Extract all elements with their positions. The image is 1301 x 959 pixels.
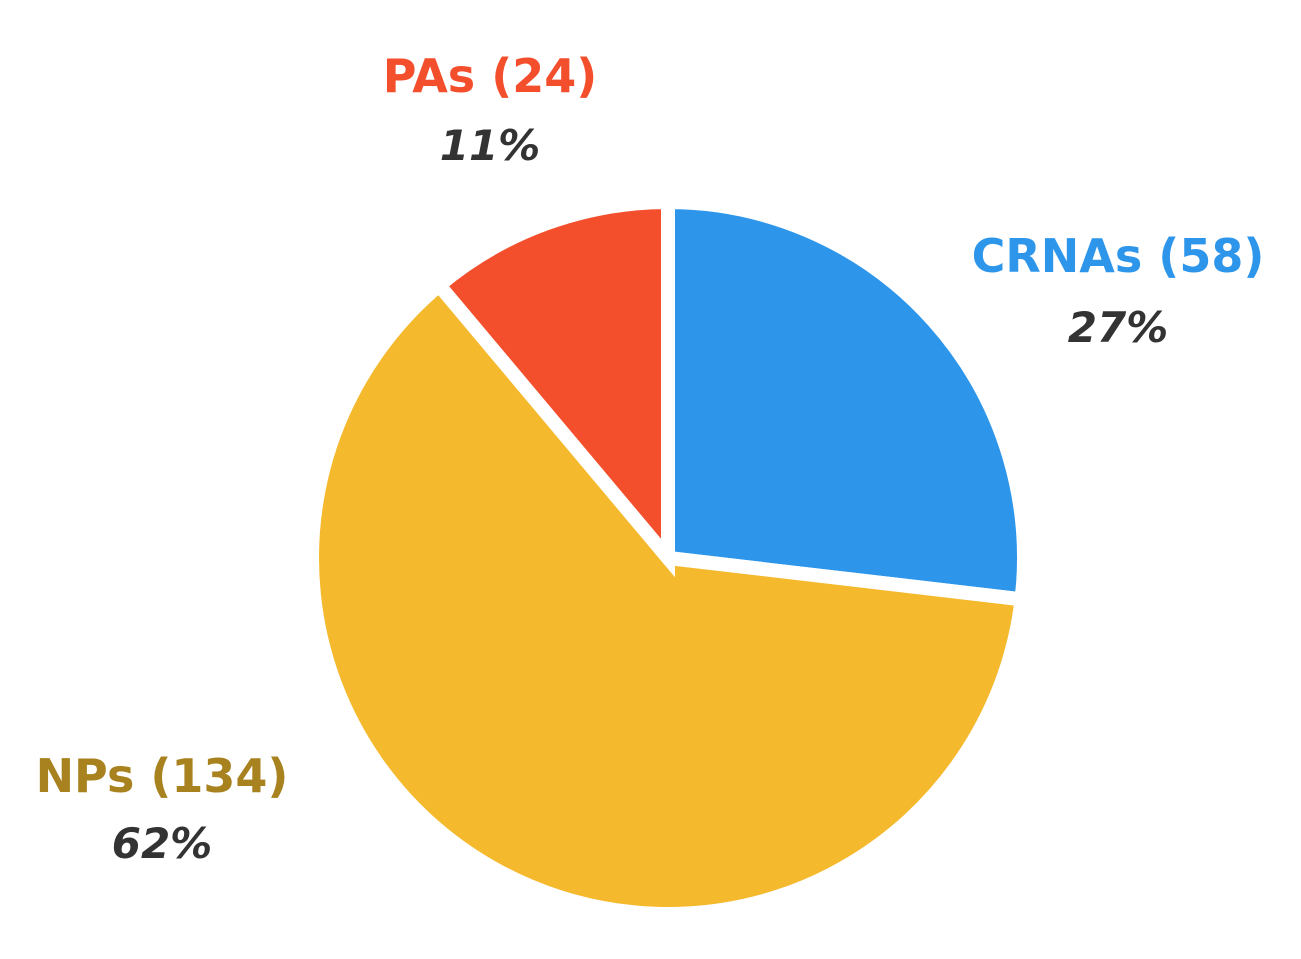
pie-slices [304, 194, 1031, 921]
nps-slice [304, 275, 1030, 921]
nps-category-label: NPs (134) [36, 749, 289, 803]
nps-percent-label: 62% [112, 819, 213, 868]
pas-slice [429, 194, 675, 578]
crnas-slice [661, 194, 1031, 608]
pas-category-label: PAs (24) [383, 49, 598, 103]
crnas-category-label: CRNAs (58) [972, 229, 1265, 283]
pas-percent-label: 11% [440, 121, 541, 170]
crnas-percent-label: 27% [1068, 303, 1169, 352]
